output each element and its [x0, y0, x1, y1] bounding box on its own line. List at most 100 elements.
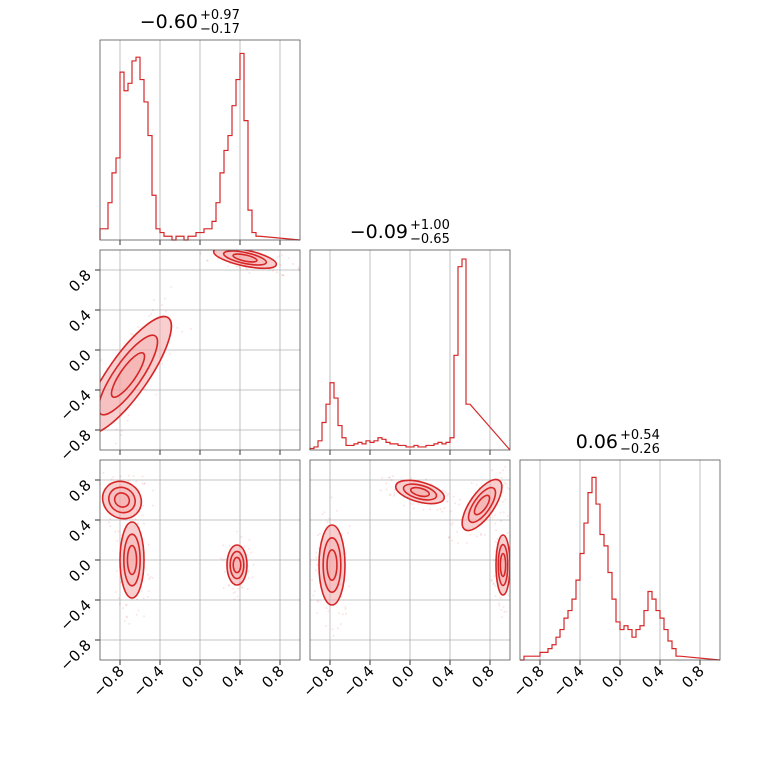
sample-point [502, 469, 505, 472]
sample-point [56, 468, 58, 470]
sample-point [379, 489, 382, 492]
sample-point [251, 576, 254, 579]
sample-point [341, 534, 344, 537]
sample-point [126, 616, 129, 619]
sample-point [53, 449, 55, 451]
title-lower-error: −0.65 [410, 232, 450, 247]
sample-point [199, 252, 202, 255]
sample-point [236, 595, 239, 598]
sample-point [331, 628, 334, 631]
sample-point [508, 487, 510, 490]
sample-point [281, 274, 284, 277]
sample-point [318, 532, 321, 535]
sample-point [505, 610, 508, 613]
sample-point [512, 548, 514, 550]
y-tick-label: 0.8 [65, 266, 95, 296]
sample-point [232, 587, 235, 590]
sample-point [239, 266, 242, 269]
sample-point [119, 434, 122, 437]
sample-point [511, 551, 513, 553]
sample-point [97, 508, 99, 510]
sample-point [237, 587, 240, 590]
sample-point [248, 539, 251, 542]
panel-frame [309, 249, 511, 451]
sample-point [151, 309, 154, 312]
sample-point [222, 558, 225, 561]
sample-point [470, 482, 473, 485]
sample-point [248, 272, 251, 275]
sample-point [114, 590, 117, 593]
sample-point [200, 247, 202, 249]
sample-point [143, 388, 146, 391]
contour-level-3 [326, 548, 338, 581]
sample-point [393, 492, 396, 495]
histogram-panel-p1: −0.09 +1.00−0.65 [309, 218, 511, 455]
y-tick-label: 0.0 [65, 346, 95, 376]
sample-point [236, 530, 239, 533]
sample-point [125, 615, 128, 618]
sample-point [142, 504, 145, 507]
sample-point [135, 613, 138, 616]
sample-point [439, 508, 442, 511]
sample-point [499, 511, 502, 514]
sample-point [151, 489, 154, 492]
sample-point [323, 511, 326, 514]
sample-point [155, 393, 158, 396]
sample-point [492, 559, 495, 562]
contour-level-3 [232, 253, 258, 263]
sample-point [206, 259, 209, 262]
sample-point [112, 475, 115, 478]
sample-point [107, 521, 110, 524]
sample-point [226, 265, 229, 268]
y-tick-label: 0.0 [65, 556, 95, 586]
sample-point [504, 483, 507, 486]
contour-level-2 [108, 486, 136, 514]
sample-point [136, 598, 139, 601]
sample-point [388, 476, 391, 479]
sample-point [499, 597, 502, 600]
x-tick-label: 0.0 [598, 662, 628, 692]
panel-frame [99, 39, 301, 241]
histogram-panel-p2: 0.06 +0.54−0.26 −0.8 −0.4 0.0 0.4 0.8 [509, 428, 721, 701]
sample-point [451, 521, 454, 524]
sample-point [446, 500, 449, 503]
sample-point [123, 619, 126, 622]
sample-point [441, 489, 444, 492]
sample-point [245, 267, 248, 270]
sample-point [480, 532, 483, 535]
sample-point [445, 500, 448, 503]
x-tick-label: 0.0 [178, 662, 208, 692]
sample-point [110, 478, 113, 481]
x-tick-label: −0.4 [129, 662, 167, 700]
sample-point [94, 511, 96, 513]
sample-point [271, 269, 274, 272]
sample-point [243, 545, 246, 548]
sample-point [114, 442, 117, 445]
sample-point [316, 599, 319, 602]
sample-point [344, 608, 347, 611]
sample-point [114, 530, 117, 533]
sample-point [515, 475, 517, 477]
sample-point [247, 245, 249, 247]
sample-point [499, 471, 502, 474]
sample-point [109, 525, 112, 528]
sample-point [504, 465, 507, 468]
panel-frame [99, 249, 301, 451]
sample-point [500, 519, 503, 522]
sample-point [71, 422, 73, 424]
sample-point [314, 569, 317, 572]
sample-point [279, 263, 282, 266]
sample-point [241, 587, 244, 590]
sample-point [119, 581, 122, 584]
sample-point [222, 587, 225, 590]
sample-point [147, 543, 150, 546]
sample-point [147, 573, 150, 576]
sample-point [326, 520, 329, 523]
sample-point [100, 359, 103, 362]
sample-point [161, 304, 164, 307]
sample-point [150, 312, 153, 315]
sample-point [450, 510, 453, 513]
sample-point [457, 542, 460, 545]
sample-point [512, 585, 514, 587]
